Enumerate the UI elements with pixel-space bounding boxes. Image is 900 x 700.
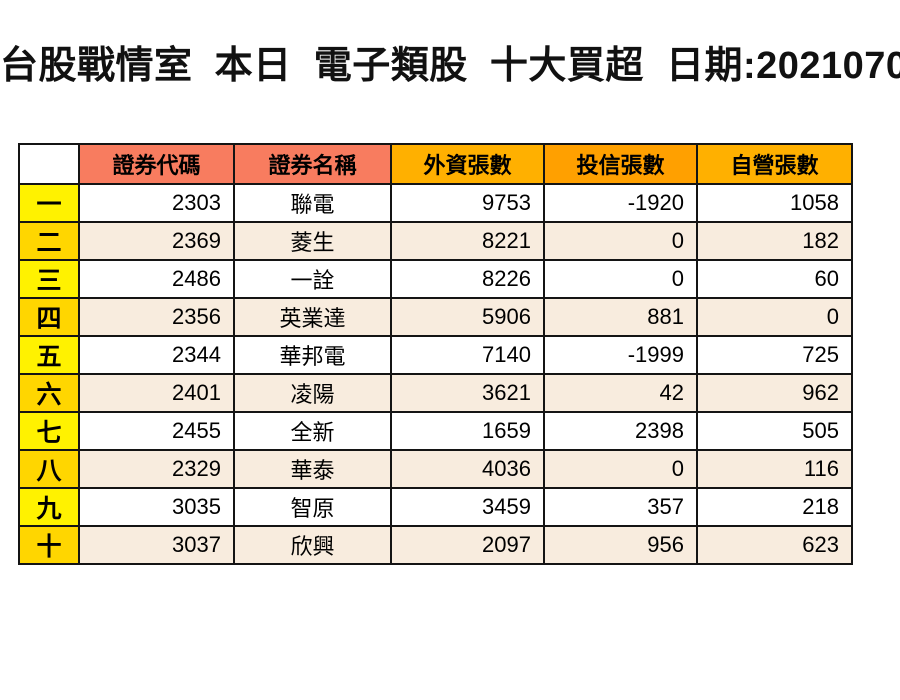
name-cell: 聯電 — [233, 183, 392, 223]
rank-cell: 四 — [18, 297, 80, 337]
code-cell: 2369 — [78, 221, 235, 261]
foreign-cell: 7140 — [390, 335, 545, 375]
rank-cell: 三 — [18, 259, 80, 299]
name-cell: 欣興 — [233, 525, 392, 565]
dealer-cell: 725 — [696, 335, 853, 375]
dealer-cell: 182 — [696, 221, 853, 261]
name-cell: 智原 — [233, 487, 392, 527]
table-row: 六 2401 凌陽 3621 42 962 — [18, 373, 853, 413]
table-row: 四 2356 英業達 5906 881 0 — [18, 297, 853, 337]
foreign-cell: 3621 — [390, 373, 545, 413]
code-cell: 3035 — [78, 487, 235, 527]
table-row: 三 2486 一詮 8226 0 60 — [18, 259, 853, 299]
code-cell: 2356 — [78, 297, 235, 337]
dealer-cell: 0 — [696, 297, 853, 337]
rank-cell: 八 — [18, 449, 80, 489]
dealer-cell: 505 — [696, 411, 853, 451]
dealer-cell: 1058 — [696, 183, 853, 223]
table-row: 九 3035 智原 3459 357 218 — [18, 487, 853, 527]
foreign-cell: 9753 — [390, 183, 545, 223]
corner-blank — [18, 143, 80, 185]
col-header-trust: 投信張數 — [543, 143, 698, 185]
table-row: 八 2329 華泰 4036 0 116 — [18, 449, 853, 489]
name-cell: 華泰 — [233, 449, 392, 489]
dealer-cell: 962 — [696, 373, 853, 413]
code-cell: 2344 — [78, 335, 235, 375]
trust-cell: 881 — [543, 297, 698, 337]
rank-cell: 一 — [18, 183, 80, 223]
code-cell: 2303 — [78, 183, 235, 223]
foreign-cell: 4036 — [390, 449, 545, 489]
dealer-cell: 60 — [696, 259, 853, 299]
col-header-name: 證券名稱 — [233, 143, 392, 185]
trust-cell: 357 — [543, 487, 698, 527]
stock-table: 證券代碼 證券名稱 外資張數 投信張數 自營張數 一 2303 聯電 9753 … — [18, 143, 853, 565]
rank-cell: 五 — [18, 335, 80, 375]
table-row: 七 2455 全新 1659 2398 505 — [18, 411, 853, 451]
code-cell: 3037 — [78, 525, 235, 565]
name-cell: 一詮 — [233, 259, 392, 299]
trust-cell: -1920 — [543, 183, 698, 223]
code-cell: 2486 — [78, 259, 235, 299]
foreign-cell: 2097 — [390, 525, 545, 565]
dealer-cell: 623 — [696, 525, 853, 565]
dealer-cell: 116 — [696, 449, 853, 489]
col-header-dealer: 自營張數 — [696, 143, 853, 185]
code-cell: 2329 — [78, 449, 235, 489]
table-row: 十 3037 欣興 2097 956 623 — [18, 525, 853, 565]
rank-cell: 二 — [18, 221, 80, 261]
header-row: 證券代碼 證券名稱 外資張數 投信張數 自營張數 — [18, 143, 853, 185]
foreign-cell: 3459 — [390, 487, 545, 527]
trust-cell: 0 — [543, 449, 698, 489]
name-cell: 凌陽 — [233, 373, 392, 413]
col-header-foreign: 外資張數 — [390, 143, 545, 185]
page-title: 台股戰情室 本日 電子類股 十大買超 日期:20210707 — [0, 45, 900, 87]
name-cell: 華邦電 — [233, 335, 392, 375]
trust-cell: 0 — [543, 259, 698, 299]
name-cell: 全新 — [233, 411, 392, 451]
name-cell: 菱生 — [233, 221, 392, 261]
foreign-cell: 1659 — [390, 411, 545, 451]
code-cell: 2455 — [78, 411, 235, 451]
table-row: 五 2344 華邦電 7140 -1999 725 — [18, 335, 853, 375]
table-row: 一 2303 聯電 9753 -1920 1058 — [18, 183, 853, 223]
dealer-cell: 218 — [696, 487, 853, 527]
foreign-cell: 8226 — [390, 259, 545, 299]
foreign-cell: 5906 — [390, 297, 545, 337]
foreign-cell: 8221 — [390, 221, 545, 261]
rank-cell: 十 — [18, 525, 80, 565]
col-header-code: 證券代碼 — [78, 143, 235, 185]
trust-cell: 956 — [543, 525, 698, 565]
rank-cell: 九 — [18, 487, 80, 527]
name-cell: 英業達 — [233, 297, 392, 337]
code-cell: 2401 — [78, 373, 235, 413]
rank-cell: 七 — [18, 411, 80, 451]
trust-cell: 42 — [543, 373, 698, 413]
rank-cell: 六 — [18, 373, 80, 413]
trust-cell: 0 — [543, 221, 698, 261]
trust-cell: 2398 — [543, 411, 698, 451]
trust-cell: -1999 — [543, 335, 698, 375]
table-row: 二 2369 菱生 8221 0 182 — [18, 221, 853, 261]
